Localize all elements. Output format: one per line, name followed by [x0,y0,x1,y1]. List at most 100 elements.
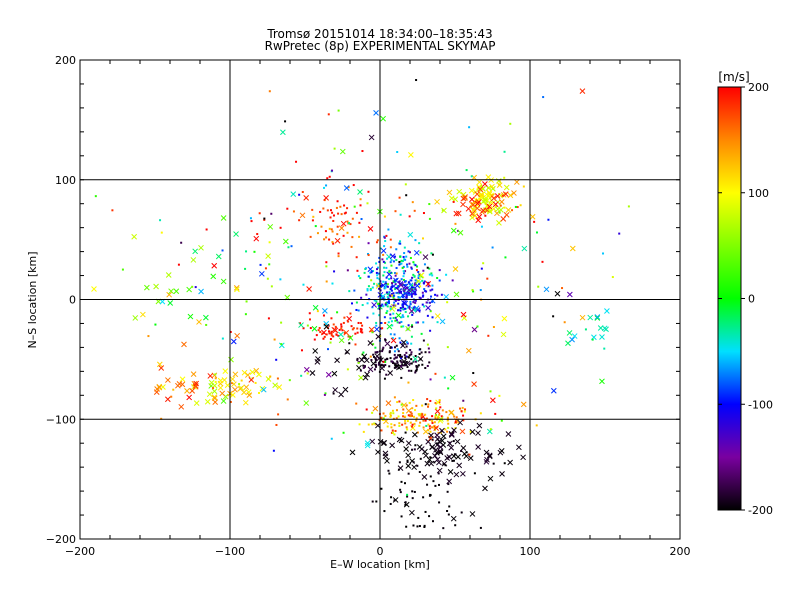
data-point-dot [413,283,416,286]
x-axis-ticks: −200 −100 0 100 200 [65,60,691,558]
data-point-dot [191,285,194,288]
data-point-cross [334,237,341,244]
data-point-dot [429,378,432,381]
data-point-cross [229,392,236,398]
data-point-dot [381,327,384,330]
data-point-cross [425,438,432,445]
data-point-cross [415,278,422,284]
data-point-dot [415,364,418,367]
data-point-dot [372,343,375,346]
data-point-cross [193,380,200,387]
data-point-dot [359,369,362,372]
data-point-dot [404,501,407,504]
data-point-dot [392,280,395,283]
data-point-dot [434,401,437,404]
data-point-dot [389,333,392,336]
data-point-dot [416,431,419,434]
data-point-dot [413,263,416,266]
data-point-dot [402,265,405,268]
data-point-dot [409,415,412,418]
data-point-cross [494,193,501,199]
data-point-dot [404,287,407,290]
data-point-dot [447,426,450,429]
data-point-cross [469,210,476,217]
data-point-dot [438,413,441,416]
data-point-dot [421,291,424,294]
data-point-dot [398,321,401,324]
data-point-cross [373,110,379,116]
data-point-dot [238,383,241,386]
data-point-dot [272,449,275,452]
data-point-dot [427,281,430,284]
data-point-dot [350,325,353,328]
data-point-dot [390,320,393,323]
data-point-dot [410,293,413,296]
data-point-dot [404,356,407,359]
data-point-dot [447,513,450,516]
data-point-dot [357,309,360,312]
data-point-cross [571,333,578,339]
data-point-cross [363,357,370,364]
data-point-dot [382,305,385,308]
data-point-dot [388,291,391,294]
data-point-dot [375,300,378,303]
data-point-dot [277,413,280,416]
data-point-cross [338,225,345,231]
data-point-dot [388,278,391,281]
data-point-dot [263,217,266,220]
data-point-dot [419,421,422,424]
data-point-dot [334,325,337,328]
data-point-cross [428,432,434,439]
data-point-dot [362,366,365,369]
data-point-dot [383,236,386,239]
data-point-dot [411,425,414,428]
data-point-dot [329,216,332,219]
data-point-cross [569,245,576,252]
data-point-dot [378,260,381,263]
data-point-dot [359,204,362,207]
data-point-dot [454,524,457,527]
data-point-dot [404,258,407,261]
data-point-dot [325,323,328,326]
data-point-cross [298,322,304,328]
data-point-dot [408,354,411,357]
data-point-dot [408,251,411,254]
data-point-dot [627,205,630,208]
data-point-dot [429,289,432,292]
data-point-cross [496,182,503,188]
data-point-dot [356,269,359,272]
data-point-dot [328,227,331,230]
data-point-dot [413,448,416,451]
data-point-dot [401,283,404,286]
data-point-cross [132,315,139,321]
data-point-dot [351,236,354,239]
data-point-cross [198,288,204,295]
data-point-dot [410,286,413,289]
data-point-dot [430,272,433,275]
data-point-dot [427,347,430,350]
data-point-dot [413,275,416,278]
data-point-dot [280,343,283,346]
data-point-cross [425,281,432,287]
data-point-dot [355,402,358,405]
data-point-dot [384,358,387,361]
data-point-dot [329,341,332,344]
data-point-cross [222,368,229,374]
data-point-dot [254,381,257,384]
data-point-dot [416,308,419,311]
data-point-dot [398,424,401,427]
data-point-dot [322,314,325,317]
data-point-dot [376,266,379,269]
data-point-cross [477,186,483,193]
data-point-dot [429,456,432,459]
data-point-dot [468,453,471,456]
data-point-dot [437,431,440,434]
data-point-dot [159,219,162,222]
data-point-cross [475,430,481,436]
data-point-dot [392,292,395,295]
data-point-dot [421,237,424,240]
data-point-dot [406,341,409,344]
data-point-cross [190,257,197,263]
data-point-dot [374,346,377,349]
data-point-dot [111,209,114,212]
